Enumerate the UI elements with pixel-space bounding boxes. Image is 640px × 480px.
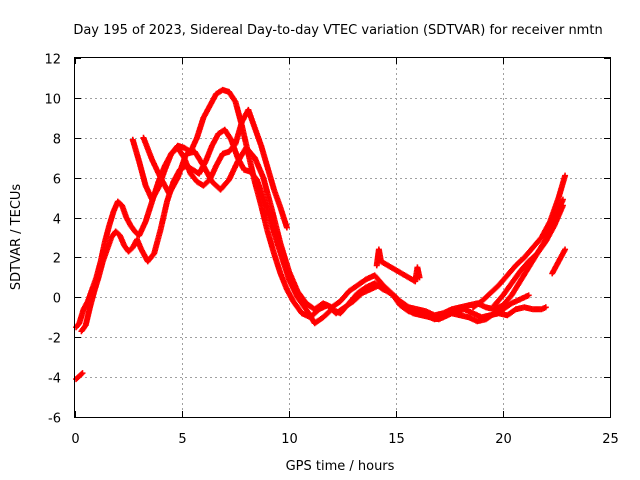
data-point: [283, 224, 290, 231]
data-points: [73, 86, 569, 383]
y-tick-label: 8: [53, 133, 61, 148]
y-tick-label: -6: [48, 412, 61, 427]
y-tick-label: 4: [53, 213, 61, 228]
x-tick-label: 20: [495, 432, 512, 447]
series-arc-6: [491, 202, 566, 309]
y-tick-label: -2: [48, 332, 61, 347]
series-arc-4: [140, 134, 566, 319]
plot-frame: [74, 57, 611, 418]
chart-title: Day 195 of 2023, Sidereal Day-to-day VTE…: [73, 23, 602, 38]
x-axis-label: GPS time / hours: [286, 459, 395, 474]
x-tick-label: 0: [71, 432, 79, 447]
series-arc-5: [470, 172, 569, 311]
y-tick-label: 6: [53, 173, 61, 188]
y-axis-label: SDTVAR / TECUs: [9, 184, 24, 291]
data-point: [525, 292, 532, 299]
x-tick-label: 15: [388, 432, 405, 447]
data-point: [78, 371, 85, 378]
y-tick-label: -4: [48, 372, 61, 387]
data-point: [416, 274, 423, 281]
y-tick-label: 12: [44, 53, 61, 68]
data-point: [542, 304, 549, 311]
series-arc-1: [73, 86, 549, 331]
y-tick-label: 10: [44, 93, 61, 108]
grid: [75, 58, 610, 417]
data-point: [562, 172, 569, 179]
data-point: [562, 246, 569, 253]
data-point: [559, 202, 566, 209]
y-tick-label: 2: [53, 252, 61, 267]
x-tick-label: 5: [178, 432, 186, 447]
series-arc-8: [73, 370, 86, 383]
series-arc-9: [373, 246, 423, 285]
data-point: [79, 370, 86, 377]
x-tick-label: 25: [602, 432, 619, 447]
series-arc-7: [549, 246, 569, 277]
y-tick-label: 0: [53, 292, 61, 307]
series-arc-3: [129, 106, 290, 231]
x-tick-label: 10: [281, 432, 298, 447]
